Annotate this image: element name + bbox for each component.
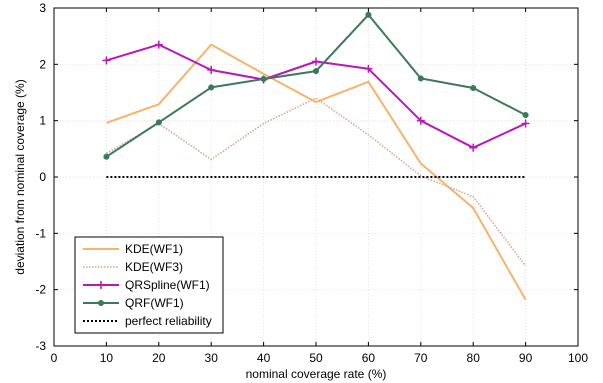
y-tick-label: 0 (39, 170, 46, 184)
legend-item-qrspline-wf1: QRSpline(WF1) (83, 278, 210, 292)
data-point-qrf-wf1 (470, 84, 477, 92)
x-tick-label: 0 (51, 351, 58, 365)
y-tick-label: 1 (39, 114, 46, 128)
legend-item-qrf-wf1: QRF(WF1) (83, 296, 184, 310)
data-point-qrf-wf1 (417, 75, 424, 82)
x-tick-label: 30 (205, 351, 219, 365)
series-qrf-wf1 (103, 11, 529, 160)
series-qrspline-wf1 (102, 40, 530, 152)
series-layer (102, 11, 530, 301)
legend-label: QRSpline(WF1) (125, 278, 210, 292)
legend-label: KDE(WF1) (125, 242, 183, 256)
y-tick-label: -3 (35, 339, 46, 353)
x-tick-label: 20 (152, 351, 166, 365)
legend-item-kde-wf1: KDE(WF1) (83, 242, 183, 256)
x-tick-label: 10 (100, 351, 114, 365)
series-line-kde-wf3 (106, 97, 527, 267)
x-tick-label: 100 (568, 351, 588, 365)
x-tick-label: 70 (414, 351, 428, 365)
y-tick-label: -1 (35, 226, 46, 240)
x-tick-label: 90 (519, 351, 533, 365)
x-tick-label: 50 (309, 351, 323, 365)
x-tick-label: 80 (467, 351, 481, 365)
legend-item-kde-wf3: KDE(WF3) (83, 260, 183, 274)
series-kde-wf3 (106, 97, 527, 267)
data-point-qrf-wf1 (208, 84, 215, 91)
data-point-qrf-wf1 (312, 68, 320, 75)
series-kde-wf1 (106, 43, 527, 301)
x-tick-label: 40 (257, 351, 271, 365)
plot-frame (53, 7, 579, 347)
y-axis-label: deviation from nominal coverage (%) (13, 79, 27, 274)
data-point-qrf-wf1 (260, 75, 267, 83)
data-point-qrf-wf1 (365, 11, 372, 18)
x-tick-label: 60 (362, 351, 376, 365)
legend-label: perfect reliability (125, 314, 212, 328)
x-axis-label: nominal coverage rate (%) (246, 367, 387, 381)
y-tick-label: 2 (39, 57, 46, 71)
data-point-qrf-wf1 (155, 119, 162, 126)
legend-label: QRF(WF1) (125, 296, 184, 310)
legend-item-perfect-reliability: perfect reliability (83, 314, 212, 328)
legend-label: KDE(WF3) (125, 260, 183, 274)
legend: KDE(WF1) KDE(WF3) QRSpline(WF1) QRF(WF1) per… (74, 236, 224, 334)
data-point-qrf-wf1 (522, 111, 529, 119)
y-tick-label: -2 (35, 283, 46, 297)
y-tick-label: 3 (39, 1, 46, 15)
legend-marker (97, 299, 105, 307)
data-point-qrf-wf1 (103, 153, 110, 160)
series-line-kde-wf1 (106, 43, 527, 301)
axis-ticks: 0 10 20 30 40 50 60 70 80 90 100 -3 -2 -1 0 1 2 3 (35, 1, 588, 365)
